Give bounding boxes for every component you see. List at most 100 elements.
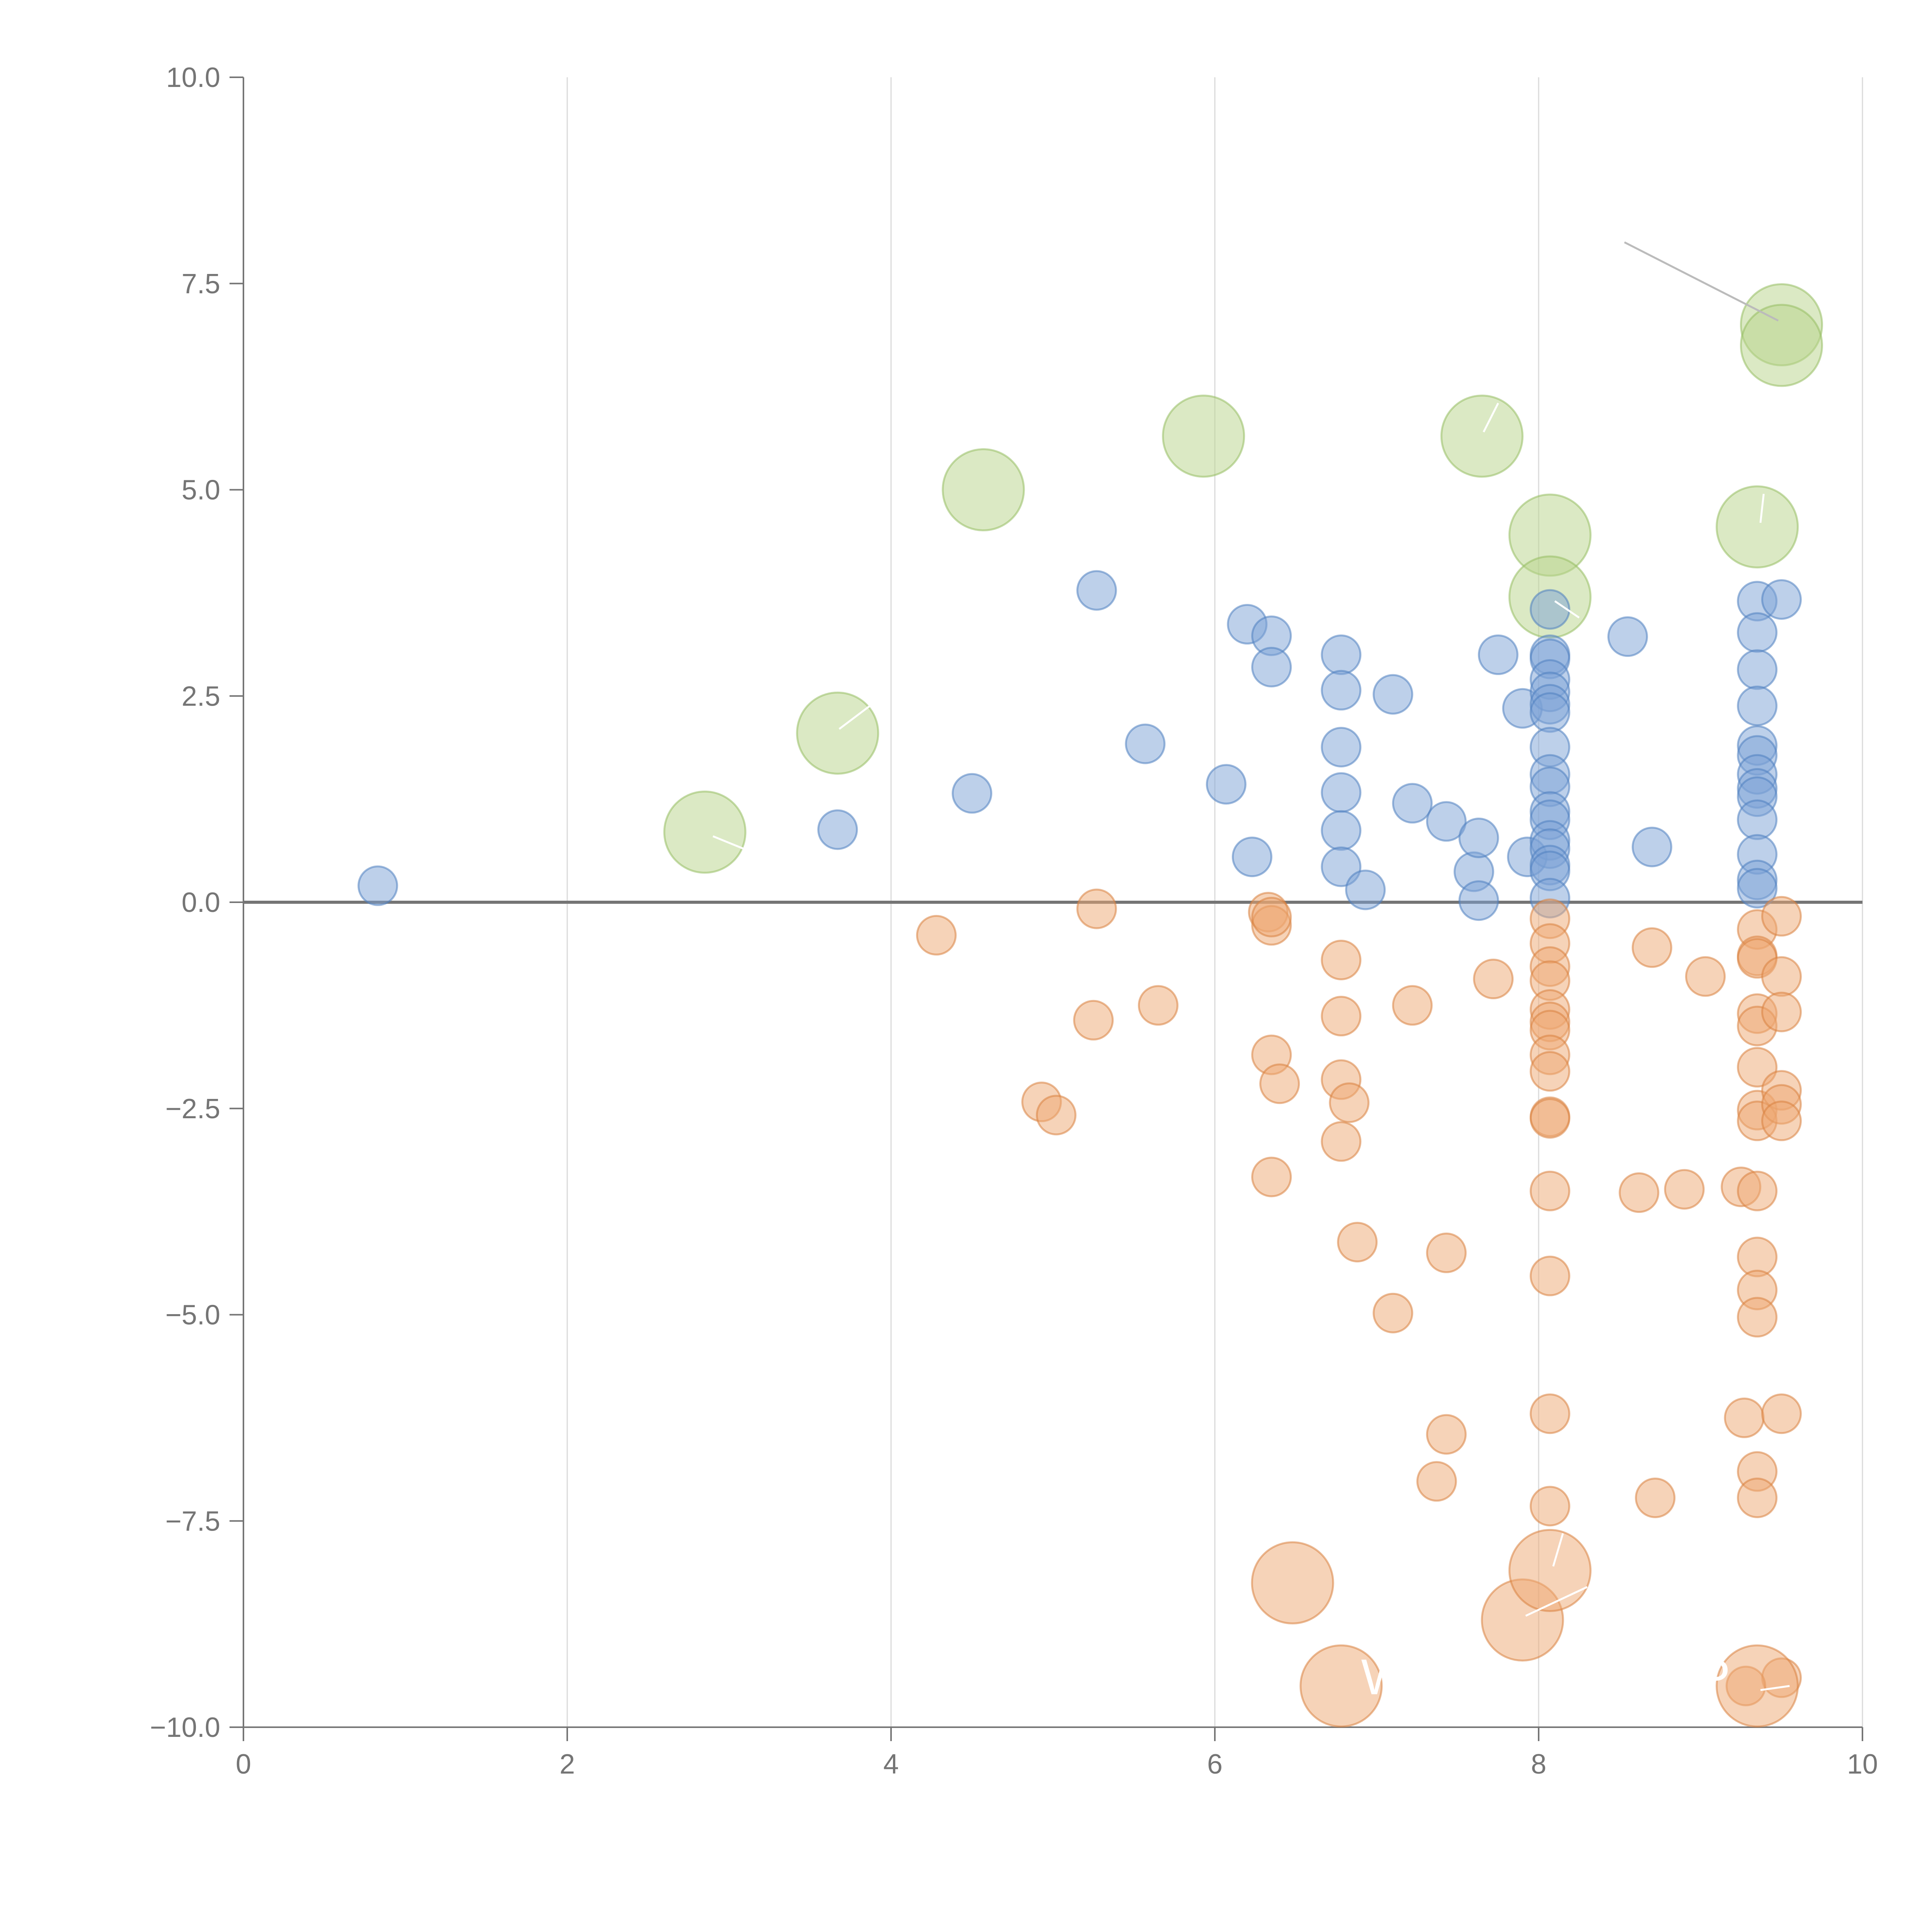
negative-point-5	[1138, 985, 1179, 1026]
y-tick-label-3: 2.5	[182, 681, 220, 712]
negative-large-point-0	[1251, 1541, 1334, 1624]
highlight-point-0	[663, 791, 747, 874]
positive-point-43	[1607, 616, 1648, 657]
negative-point-43	[1685, 956, 1726, 997]
negative-large-point-1	[1299, 1644, 1383, 1728]
highlight-point-1	[796, 691, 879, 775]
negative-point-62	[1761, 992, 1802, 1032]
highlight-point-3	[1162, 395, 1245, 478]
negative-point-61	[1761, 956, 1802, 997]
y-tick-label-7: −7.5	[165, 1506, 220, 1537]
negative-point-16	[1329, 1082, 1370, 1123]
highlight-point-9	[1740, 304, 1823, 387]
negative-point-40	[1631, 927, 1672, 968]
negative-point-13	[1321, 996, 1362, 1037]
positive-point-26	[1529, 589, 1570, 630]
positive-point-19	[1426, 801, 1467, 842]
positive-point-57	[1737, 868, 1778, 909]
data-points	[357, 283, 1823, 1728]
negative-point-45	[1724, 1397, 1765, 1438]
y-tick-label-6: −5.0	[165, 1300, 220, 1331]
positive-point-12	[1321, 727, 1362, 768]
positive-point-5	[1206, 764, 1247, 805]
negative-point-57	[1737, 1297, 1778, 1338]
negative-point-0	[916, 915, 957, 956]
positive-point-3	[1076, 570, 1117, 611]
negative-point-37	[1529, 1393, 1570, 1434]
negative-point-22	[1426, 1414, 1467, 1455]
negative-point-23	[1473, 959, 1514, 1000]
positive-point-22	[1458, 880, 1499, 921]
positive-point-7	[1231, 837, 1272, 878]
negative-point-54	[1737, 1170, 1778, 1211]
x-tick-label-1: 2	[560, 1749, 575, 1780]
positive-point-11	[1321, 670, 1362, 711]
negative-point-17	[1337, 1222, 1378, 1263]
positive-point-21	[1458, 817, 1499, 858]
y-axis-ticks: 10.0 7.5 5.0 2.5 0.0 −2.5 −5.0 −7.5 −10.0	[150, 62, 243, 1743]
annotation-label-1: P	[1697, 1649, 1730, 1705]
negative-point-3	[1073, 1000, 1114, 1041]
positive-point-32	[1529, 692, 1570, 733]
negative-point-59	[1737, 1477, 1778, 1518]
negative-point-39	[1619, 1172, 1660, 1213]
negative-large-point-3	[1508, 1529, 1592, 1612]
x-axis-ticks: 0 2 4 6 8 10	[236, 1727, 1878, 1780]
axes	[243, 77, 1862, 1728]
negative-point-32	[1529, 1051, 1570, 1092]
y-tick-label-0: 10.0	[166, 62, 220, 93]
annotation-label-0: W	[1361, 1649, 1409, 1705]
positive-point-54	[1737, 799, 1778, 840]
annotation-leader-2	[713, 835, 754, 854]
annotation-leader-8	[1760, 1685, 1790, 1691]
highlight-point-2	[942, 448, 1025, 531]
positive-point-48	[1737, 685, 1778, 726]
positive-point-14	[1321, 810, 1362, 851]
annotation-leader-1	[838, 695, 884, 730]
positive-point-2	[952, 773, 992, 814]
negative-point-20	[1416, 1461, 1457, 1502]
negative-point-60	[1761, 896, 1802, 937]
positive-point-16	[1345, 869, 1386, 910]
annotation-leader-0	[1624, 241, 1779, 322]
x-tick-label-5: 10	[1847, 1749, 1878, 1780]
positive-point-10	[1321, 634, 1362, 675]
highlight-point-7	[1716, 485, 1799, 569]
x-tick-label-3: 6	[1207, 1749, 1223, 1780]
positive-point-4	[1125, 723, 1166, 764]
negative-point-41	[1635, 1477, 1676, 1518]
negative-point-19	[1392, 985, 1433, 1026]
negative-point-66	[1761, 1393, 1802, 1434]
negative-point-18	[1372, 1293, 1413, 1333]
positive-point-47	[1737, 649, 1778, 690]
x-tick-label-4: 8	[1531, 1749, 1546, 1780]
y-tick-label-4: 0.0	[182, 887, 220, 918]
negative-point-10	[1251, 1156, 1292, 1197]
positive-point-13	[1321, 772, 1362, 813]
positive-point-9	[1251, 647, 1292, 688]
x-tick-label-0: 0	[236, 1749, 251, 1780]
y-tick-label-2: 5.0	[182, 475, 220, 506]
negative-point-65	[1761, 1100, 1802, 1141]
positive-point-23	[1478, 634, 1519, 675]
positive-point-17	[1372, 674, 1413, 715]
positive-point-1	[817, 809, 858, 850]
annotation-leader-3	[1483, 403, 1499, 433]
annotation-leader-6	[1552, 1533, 1564, 1567]
y-tick-label-5: −2.5	[165, 1094, 220, 1124]
positive-point-58	[1761, 579, 1802, 620]
negative-point-11	[1259, 1063, 1300, 1104]
positive-point-18	[1392, 783, 1433, 824]
negative-large-point-4	[1716, 1644, 1799, 1728]
highlight-point-4	[1440, 395, 1524, 478]
negative-point-4	[1076, 888, 1117, 929]
negative-point-35	[1529, 1170, 1570, 1211]
positive-point-46	[1737, 612, 1778, 653]
positive-point-0	[357, 865, 398, 906]
x-tick-label-2: 4	[883, 1749, 899, 1780]
negative-point-8	[1251, 896, 1292, 937]
positive-point-44	[1631, 827, 1672, 867]
negative-point-15	[1321, 1121, 1362, 1162]
